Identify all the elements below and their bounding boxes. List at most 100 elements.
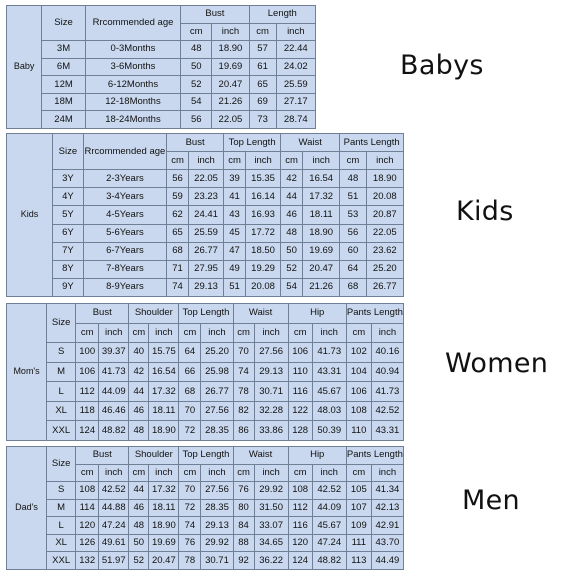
measure-header: Top Length <box>178 303 234 324</box>
unit-inch: inch <box>148 322 180 344</box>
value-cell: 46 <box>128 400 150 422</box>
value-cell: 107 <box>345 498 372 518</box>
size-cell: 5Y <box>52 205 84 225</box>
section-label-babys: Babys <box>400 50 484 81</box>
value-cell: 43.31 <box>311 361 347 383</box>
unit-inch: inch <box>245 151 282 171</box>
unit-cm: cm <box>339 151 367 171</box>
size-cell: 3M <box>41 40 86 59</box>
unit-cm: cm <box>345 322 372 344</box>
category-label: Kids <box>5 133 54 297</box>
unit-cm: cm <box>178 463 202 483</box>
measure-header: Pants Length <box>345 446 405 465</box>
value-cell: 22.44 <box>275 40 317 59</box>
value-cell: 39 <box>223 169 247 189</box>
value-cell: 41.34 <box>370 481 405 500</box>
value-cell: 76 <box>178 533 202 553</box>
value-cell: 27.56 <box>200 481 234 500</box>
unit-inch: inch <box>200 322 234 344</box>
value-cell: 41 <box>223 187 247 207</box>
value-cell: 39.37 <box>98 342 130 363</box>
value-cell: 111 <box>345 533 372 553</box>
table-row: M 106 41.73 42 16.54 66 25.98 74 29.13 110 43.31 10… <box>7 361 405 383</box>
value-cell: 18.90 <box>365 169 405 189</box>
value-cell: 50 <box>128 533 150 553</box>
table-row: XXL 132 51.97 52 20.47 78 30.71 92 36.22 124 48.82… <box>7 551 405 570</box>
age-header: Rrcommended age <box>84 4 182 42</box>
value-cell: 126 <box>75 533 100 553</box>
value-cell: 47.24 <box>311 533 347 553</box>
value-cell: 20.47 <box>302 259 341 279</box>
unit-inch: inch <box>187 151 225 171</box>
unit-cm: cm <box>248 22 277 42</box>
value-cell: 18.90 <box>302 223 341 243</box>
value-cell: 47.24 <box>98 516 130 535</box>
value-cell: 28.35 <box>200 420 234 441</box>
value-cell: 16.93 <box>245 205 282 225</box>
value-cell: 16.54 <box>148 361 180 383</box>
value-cell: 124 <box>287 551 313 570</box>
value-cell: 42 <box>280 169 304 189</box>
value-cell: 106 <box>345 381 372 402</box>
size-cell: S <box>46 342 77 363</box>
unit-row: cm inch cm inch cm inch cm inch <box>7 151 405 171</box>
size-cell: L <box>46 516 77 535</box>
value-cell: 22.05 <box>187 169 225 189</box>
age-cell: 6-12Months <box>84 75 182 94</box>
table-row: 5Y 4-5Years 62 24.41 43 16.93 46 18.11 53 20.87 <box>7 205 405 225</box>
value-cell: 48 <box>339 169 367 189</box>
moms-size-table: Mom's Size Bust Shoulder Top Length Waist Hip P… <box>5 302 405 441</box>
size-cell: M <box>46 498 77 518</box>
unit-cm: cm <box>128 463 150 483</box>
value-cell: 44.09 <box>98 381 130 402</box>
measure-header: Hip <box>287 446 347 465</box>
value-cell: 45.67 <box>311 516 347 535</box>
value-cell: 17.32 <box>148 481 180 500</box>
value-cell: 72 <box>178 420 202 441</box>
category-label: Dad's <box>5 446 48 570</box>
value-cell: 74 <box>166 277 189 298</box>
table-row: 9Y 8-9Years 74 29.13 51 20.08 54 21.26 68 26.77 <box>7 277 405 298</box>
value-cell: 44 <box>280 187 304 207</box>
value-cell: 80 <box>232 498 255 518</box>
size-header: Size <box>46 445 77 483</box>
table-row: 3M 0-3Months 48 18.90 57 22.44 <box>7 40 317 59</box>
value-cell: 64 <box>339 259 367 279</box>
value-cell: 18.90 <box>148 420 180 441</box>
value-cell: 71 <box>166 259 189 279</box>
value-cell: 52 <box>180 75 213 94</box>
measure-header: Top Length <box>178 446 234 465</box>
value-cell: 51 <box>223 277 247 298</box>
value-cell: 28.35 <box>200 498 234 518</box>
value-cell: 50 <box>180 57 213 77</box>
value-cell: 46 <box>280 205 304 225</box>
value-cell: 44.09 <box>311 498 347 518</box>
value-cell: 17.32 <box>302 187 341 207</box>
value-cell: 41.73 <box>98 361 130 383</box>
value-cell: 112 <box>287 498 313 518</box>
value-cell: 28.74 <box>275 110 317 129</box>
value-cell: 41.73 <box>370 381 405 402</box>
value-cell: 36.22 <box>253 551 289 570</box>
table-row: XXL 124 48.82 48 18.90 72 28.35 86 33.86 128 50.39… <box>7 420 405 441</box>
unit-inch: inch <box>253 463 289 483</box>
value-cell: 74 <box>232 361 255 383</box>
dads-size-table: Dad's Size Bust Shoulder Top Length Waist Hip P… <box>5 445 405 570</box>
value-cell: 40 <box>128 342 150 363</box>
value-cell: 68 <box>339 277 367 298</box>
value-cell: 43.31 <box>370 420 405 441</box>
measure-header: Bust <box>180 5 250 24</box>
value-cell: 50 <box>280 241 304 261</box>
value-cell: 44.88 <box>98 498 130 518</box>
value-cell: 30.71 <box>200 551 234 570</box>
table-row: S 100 39.37 40 15.75 64 25.20 70 27.56 106 41.73 10… <box>7 342 405 363</box>
value-cell: 44.49 <box>370 551 405 570</box>
value-cell: 70 <box>178 400 202 422</box>
value-cell: 70 <box>232 342 255 363</box>
value-cell: 22.05 <box>365 223 405 243</box>
value-cell: 21.26 <box>302 277 341 298</box>
value-cell: 86 <box>232 420 255 441</box>
value-cell: 27.17 <box>275 92 317 112</box>
value-cell: 56 <box>339 223 367 243</box>
measure-header: Waist <box>232 446 289 465</box>
